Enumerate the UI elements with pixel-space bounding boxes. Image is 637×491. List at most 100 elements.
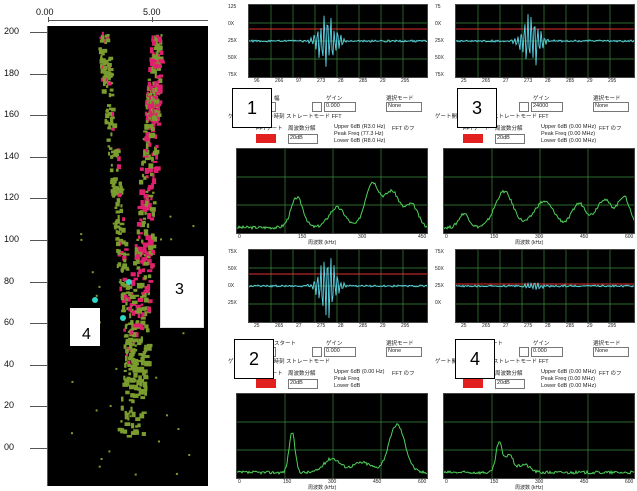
depth-echo-mark [128,399,134,402]
select-mode-dropdown[interactable] [386,102,422,112]
depth-echo-mark [141,268,145,273]
depth-echo-mark [146,124,151,129]
depth-tick-label: 160 [4,109,20,120]
depth-echo-mark [116,225,121,229]
waveform-display[interactable] [248,4,428,78]
depth-noise-mark [155,376,158,379]
freq-resolution-dropdown[interactable] [495,379,525,389]
waveform-trace [248,258,428,319]
fft-x-axis-label: 周波数 (kHz) [515,240,544,246]
depth-echo-mark [135,425,139,428]
fft-x-tick-label: 150 [490,234,499,240]
depth-echo-mark [123,375,126,381]
gain-input[interactable] [531,347,563,357]
depth-echo-mark [152,60,158,64]
depth-echo-mark [115,210,120,214]
depth-echo-mark [138,338,143,344]
depth-echo-mark [148,83,152,88]
depth-echo-mark [153,63,159,69]
depth-echo-mark [158,74,164,78]
select-mode-value: None [595,103,609,109]
depth-echo-mark [144,123,149,130]
depth-echo-mark [114,186,117,190]
depth-echo-mark [124,298,128,302]
select-mode-dropdown[interactable] [386,347,422,357]
gain-value: 24000 [533,103,549,109]
depth-echo-mark [114,223,118,227]
select-mode-dropdown[interactable] [593,347,629,357]
fft-gate-label: FFTゲート [256,126,283,132]
depth-echo-mark [140,360,144,366]
waveform-x-label: 266 [275,78,284,84]
gain-input[interactable] [324,347,356,357]
depth-echo-mark [154,43,160,49]
depth-echo-mark [133,348,136,353]
fft-gate-color-selector[interactable] [256,134,276,143]
depth-noise-mark [98,285,101,288]
depth-echo-mark [133,288,138,292]
depth-echo-mark [135,254,141,260]
select-mode-dropdown[interactable] [593,102,629,112]
depth-echo-mark [135,304,141,309]
depth-echo-mark [126,376,131,380]
fft-display[interactable] [236,148,428,234]
depth-echo-mark [115,186,120,190]
depth-echo-mark [121,240,126,245]
fft-gate-color-selector[interactable] [256,379,276,388]
control-label-gain: ゲイン [326,341,343,347]
waveform-display[interactable] [455,4,635,78]
depth-echo-mark [122,255,127,261]
depth-echo-mark [156,110,161,113]
gain-input[interactable] [531,102,563,112]
start-stepper-right-button[interactable] [312,102,322,112]
fft-display[interactable] [443,393,635,479]
depth-echo-mark [130,279,136,286]
depth-echo-mark [141,292,145,295]
depth-tick-label: 200 [4,26,20,36]
start-stepper-right-button[interactable] [519,102,529,112]
depth-echo-mark [119,184,122,187]
fft-spectrum-trace [443,189,635,230]
depth-echo-mark [147,239,154,246]
depth-noise-mark [129,346,132,349]
depth-echo-mark [144,354,150,359]
start-stepper-right-button[interactable] [519,347,529,357]
depth-echo-mark [144,297,149,303]
depth-echo-mark [151,157,154,162]
freq-resolution-dropdown[interactable] [495,134,525,144]
depth-echo-mark [142,155,149,158]
depth-echo-mark [118,238,124,243]
depth-echo-mark [134,247,140,253]
waveform-display[interactable] [248,249,428,323]
depth-echo-mark [144,286,150,292]
depth-echo-mark [152,191,155,194]
depth-echo-mark [125,323,129,326]
depth-noise-mark [117,253,120,256]
depth-echo-mark [119,278,122,284]
fft-display[interactable] [443,148,635,234]
waveform-x-label: 96 [254,78,260,84]
depth-echo-mark [119,208,124,214]
depth-echo-mark [142,160,147,164]
depth-echo-mark [110,155,114,159]
depth-echo-mark [150,114,154,118]
depth-echo-mark [140,396,146,400]
fft-gate-color-selector[interactable] [463,379,483,388]
depth-echo-mark [134,251,140,256]
depth-echo-mark [143,176,147,180]
depth-echo-mark [125,348,129,353]
fft-gate-color-selector[interactable] [463,134,483,143]
freq-resolution-dropdown[interactable] [288,379,318,389]
freq-resolution-dropdown[interactable] [288,134,318,144]
fft-display[interactable] [236,393,428,479]
gain-input[interactable] [324,102,356,112]
waveform-display[interactable] [455,249,635,323]
depth-echo-mark [107,145,111,148]
depth-echo-mark [127,360,131,366]
depth-echo-mark [140,303,144,306]
depth-echo-mark [136,266,141,270]
start-stepper-right-button[interactable] [312,347,322,357]
fft-x-tick-label: 0 [445,234,448,240]
depth-echo-mark [134,344,137,347]
depth-echo-mark [129,294,136,300]
